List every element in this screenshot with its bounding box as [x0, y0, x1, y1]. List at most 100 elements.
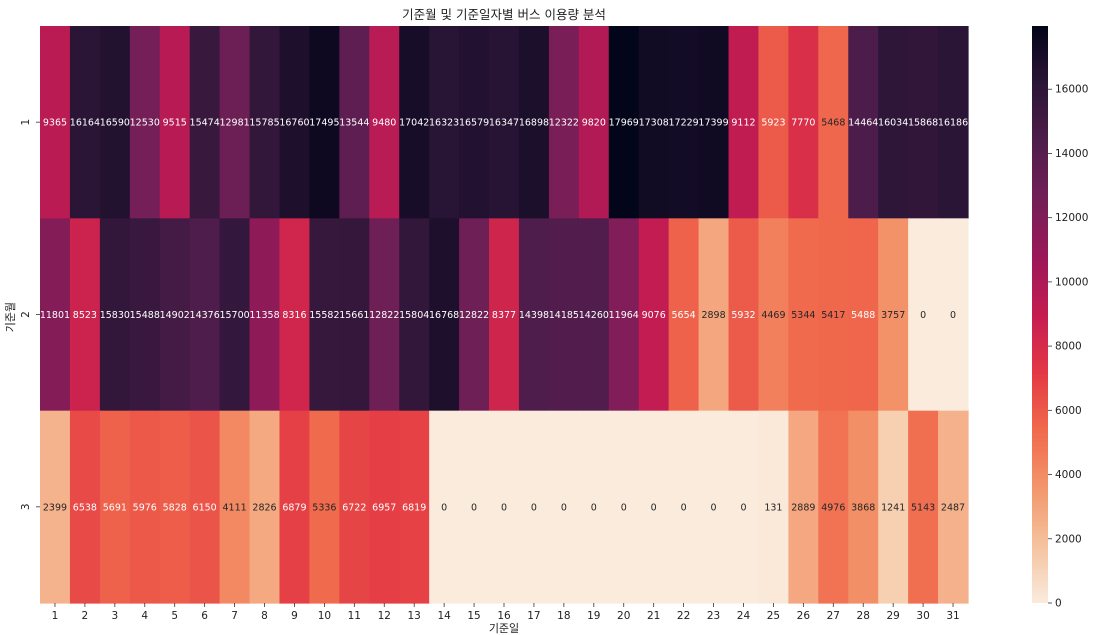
x-tick-label: 12: [378, 610, 391, 622]
heatmap-cell: [429, 410, 460, 604]
cell-value-label: 6150: [193, 502, 217, 513]
heatmap-cell: [189, 218, 221, 412]
cell-value-label: 15661: [339, 310, 369, 321]
cell-value-label: 15582: [309, 310, 339, 321]
heatmap-cell: [638, 218, 670, 412]
cell-value-label: 0: [740, 502, 746, 513]
cell-value-label: 16898: [519, 118, 549, 129]
cell-value-label: 0: [681, 502, 687, 513]
heatmap-cell: [129, 410, 161, 604]
heatmap-cell: [878, 410, 909, 604]
heatmap-cell: [848, 410, 879, 604]
heatmap-cell: [788, 218, 819, 412]
cell-value-label: 5923: [761, 118, 785, 129]
heatmap-cell: [219, 218, 251, 412]
heatmap-cell: [69, 26, 101, 219]
x-tick-label: 19: [587, 610, 600, 622]
heatmap-cell: [159, 218, 191, 412]
cell-value-label: 15474: [190, 118, 220, 129]
cell-value-label: 9515: [163, 118, 187, 129]
heatmap-cell: [309, 218, 340, 412]
heatmap-cell: [818, 410, 849, 604]
heatmap-cell: [548, 26, 580, 219]
cell-value-label: 5468: [821, 118, 845, 129]
cell-value-label: 17042: [399, 118, 429, 129]
cell-value-label: 5488: [851, 310, 875, 321]
cell-value-label: 14376: [190, 310, 220, 321]
x-tick-label: 24: [737, 610, 751, 622]
colorbar-tick-label: 8000: [1055, 341, 1082, 353]
colorbar-tick-label: 16000: [1055, 84, 1088, 96]
x-tick-label: 7: [231, 610, 238, 622]
heatmap-cell: [279, 26, 311, 219]
cell-value-label: 0: [950, 310, 956, 321]
heatmap-cell: [99, 26, 131, 219]
x-tick-label: 8: [261, 610, 268, 622]
heatmap-cell: [578, 218, 610, 412]
heatmap-cell: [40, 410, 71, 604]
heatmap-cell: [459, 410, 490, 604]
heatmap-cell: [129, 218, 161, 412]
cell-value-label: 2826: [252, 502, 276, 513]
cell-value-label: 11801: [40, 310, 70, 321]
x-tick-label: 9: [291, 610, 298, 622]
x-tick-label: 11: [348, 610, 361, 622]
x-tick-label: 27: [827, 610, 840, 622]
cell-value-label: 131: [764, 502, 782, 513]
heatmap-cell: [668, 218, 700, 412]
heatmap-cell: [758, 218, 789, 412]
x-axis-label: 기준일: [489, 621, 519, 635]
cell-value-label: 17308: [639, 118, 669, 129]
cell-value-label: 17495: [309, 118, 339, 129]
cell-value-label: 15868: [908, 118, 938, 129]
x-tick-label: 28: [857, 610, 870, 622]
heatmap-cell: [429, 218, 460, 412]
cell-value-label: 5654: [672, 310, 696, 321]
heatmap-cell: [279, 410, 311, 604]
heatmap-cell: [339, 26, 370, 219]
heatmap-cell: [249, 218, 281, 412]
x-tick-label: 25: [767, 610, 780, 622]
cell-value-label: 5932: [731, 310, 755, 321]
heatmap-cell: [219, 26, 251, 219]
cell-value-label: 14902: [160, 310, 190, 321]
cell-value-label: 2399: [43, 502, 67, 513]
heatmap-cell: [698, 410, 730, 604]
colorbar: [1032, 26, 1048, 603]
heatmap-cell: [908, 26, 939, 219]
heatmap-cell: [369, 26, 400, 219]
cell-value-label: 6879: [282, 502, 306, 513]
cell-value-label: 9365: [43, 118, 67, 129]
cell-value-label: 12322: [549, 118, 579, 129]
x-tick-label: 31: [946, 610, 959, 622]
heatmap-cell: [189, 26, 221, 219]
heatmap-cell: [309, 410, 340, 604]
heatmap-cell: [399, 218, 430, 412]
cell-value-label: 8377: [492, 310, 516, 321]
colorbar-tick-label: 4000: [1055, 469, 1082, 481]
heatmap-cell: [369, 410, 400, 604]
heatmap-cell: [399, 26, 430, 219]
cell-value-label: 12530: [130, 118, 160, 129]
cell-value-label: 6538: [73, 502, 97, 513]
heatmap-cell: [369, 218, 400, 412]
heatmap-cell: [489, 410, 520, 604]
cell-value-label: 5143: [911, 502, 935, 513]
cell-value-label: 8316: [282, 310, 306, 321]
heatmap-cell: [578, 410, 610, 604]
cell-value-label: 11964: [609, 310, 639, 321]
cell-value-label: 9076: [642, 310, 666, 321]
cell-value-label: 14398: [519, 310, 549, 321]
heatmap-cell: [818, 218, 849, 412]
cell-value-label: 12981: [219, 118, 249, 129]
x-tick-label: 13: [408, 610, 421, 622]
heatmap-cell: [399, 410, 430, 604]
cell-value-label: 0: [471, 502, 477, 513]
heatmap-cell: [758, 410, 789, 604]
cell-value-label: 0: [920, 310, 926, 321]
x-tick-label: 30: [916, 610, 929, 622]
heatmap-cell: [69, 410, 101, 604]
cell-value-label: 16760: [279, 118, 309, 129]
cell-value-label: 17229: [668, 118, 698, 129]
heatmap-cell: [459, 26, 490, 219]
